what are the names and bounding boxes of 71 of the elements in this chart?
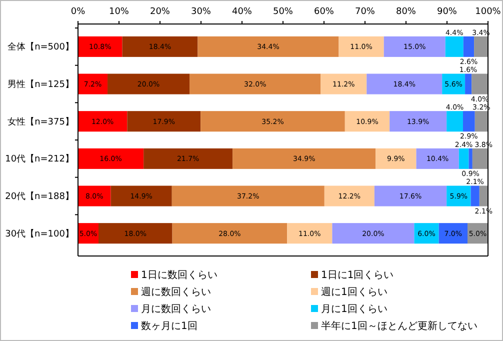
legend-label: 月に1回くらい [321, 304, 388, 315]
legend-label: 週に1回くらい [321, 287, 388, 298]
bar [462, 111, 475, 132]
bar [463, 36, 474, 57]
bar [78, 186, 111, 206]
bar [465, 74, 472, 94]
y-tick-label: 男性【n=125】 [8, 79, 74, 90]
legend-label: 半年に1回～ほとんど更新してない [321, 320, 478, 332]
x-tick-label: 50% [272, 7, 294, 17]
bar [127, 111, 201, 132]
bar [78, 111, 128, 132]
bar [438, 223, 468, 244]
bar [324, 186, 374, 206]
bar [446, 186, 471, 206]
bar [232, 148, 376, 169]
bar [172, 186, 324, 206]
y-tick-label: 女性【n=375】 [8, 116, 74, 128]
bar [446, 111, 463, 132]
bar [78, 148, 144, 169]
bar [190, 74, 321, 94]
x-tick-label: 20% [150, 7, 170, 17]
bar [108, 74, 190, 94]
y-tick-label: 20代【n=188】 [5, 191, 74, 202]
bar [78, 74, 108, 94]
bar [472, 148, 488, 169]
x-tick-label: 90% [436, 7, 458, 17]
bar [338, 36, 384, 57]
bar [320, 74, 367, 94]
bar [445, 36, 464, 57]
bar [122, 36, 198, 57]
bar [474, 111, 488, 132]
x-tick-label: 10% [108, 7, 130, 17]
bar [479, 186, 488, 206]
x-tick-label: 80% [396, 7, 416, 17]
bar [332, 223, 414, 244]
bar [374, 186, 447, 206]
x-tick-label: 30% [190, 7, 212, 17]
bar [468, 148, 472, 169]
x-tick-label: 60% [314, 7, 334, 17]
y-tick-label: 全体【n=500】 [8, 42, 74, 53]
legend-label: 数ヶ月に1回 [141, 321, 198, 332]
bar [200, 111, 345, 132]
bar [110, 186, 172, 206]
bar [416, 148, 459, 169]
x-tick-label: 0% [70, 7, 86, 17]
bar [414, 223, 439, 244]
legend-label: 1日に数回くらい [141, 270, 218, 281]
x-tick-label: 70% [354, 7, 376, 17]
bar [384, 36, 446, 57]
bar [390, 111, 447, 132]
bar [287, 223, 332, 244]
bar [172, 223, 288, 244]
bar [442, 74, 466, 94]
legend-label: 1日に1回くらい [321, 270, 394, 281]
legend-label: 週に数回くらい [141, 287, 211, 298]
y-tick-label: 30代【n=100】 [5, 228, 74, 240]
y-tick-label: 10代【n=212】 [5, 154, 74, 165]
bar [472, 74, 488, 94]
legend-label: 月に数回くらい [141, 304, 211, 315]
bar [198, 36, 339, 57]
bar [366, 74, 442, 94]
bar [344, 111, 390, 132]
x-tick-label: 100% [475, 7, 502, 17]
bar [98, 223, 172, 244]
bar [78, 36, 122, 57]
x-tick-label: 40% [232, 7, 252, 17]
bar [474, 36, 488, 57]
bar [144, 148, 233, 169]
bar [376, 148, 416, 169]
bar [458, 148, 469, 169]
bar [470, 186, 480, 206]
